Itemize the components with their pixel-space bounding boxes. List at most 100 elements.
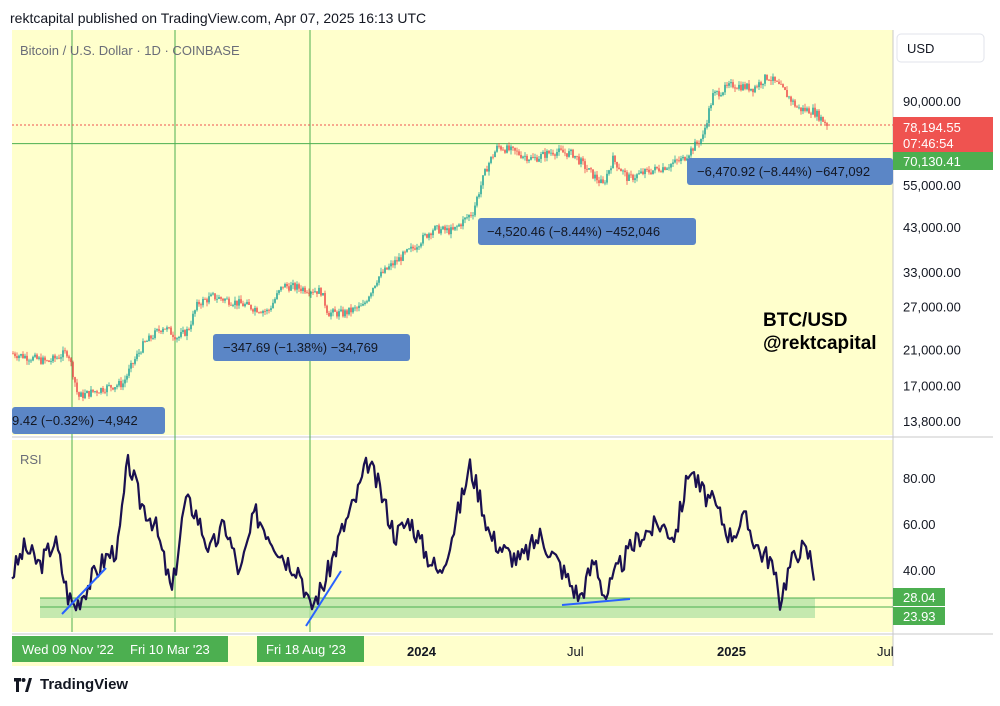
candle-body — [450, 227, 452, 235]
candle-body — [136, 353, 138, 360]
candle-body — [130, 363, 132, 369]
date-label-3-text: Fri 18 Aug '23 — [266, 642, 346, 657]
candle-body — [636, 174, 638, 179]
rsi-green-zone — [40, 598, 815, 618]
candle-body — [176, 338, 178, 340]
candle-body — [698, 143, 700, 145]
rsi-tick: 60.00 — [903, 517, 936, 532]
candle-body — [150, 335, 152, 339]
candle-body — [44, 357, 46, 361]
candle-body — [582, 158, 584, 162]
candle-body — [376, 282, 378, 286]
candle-body — [752, 88, 754, 93]
candle-body — [210, 294, 212, 297]
candle-body — [260, 312, 262, 314]
candle-body — [604, 182, 606, 184]
candle-body — [322, 293, 324, 296]
candle-body — [56, 357, 58, 359]
candle-body — [326, 305, 328, 313]
candle-body — [692, 148, 694, 151]
price-tick: 27,000.00 — [903, 299, 961, 314]
candle-body — [144, 341, 146, 343]
candles — [12, 73, 828, 402]
candle-body — [592, 169, 594, 179]
candle-body — [796, 106, 798, 108]
candle-body — [506, 145, 508, 153]
candle-body — [464, 217, 466, 220]
measurement-4[interactable]: −6,470.92 (−8.44%) −647,092 — [687, 158, 893, 185]
candle-body — [258, 312, 260, 314]
price-axis[interactable] — [893, 30, 993, 435]
candle-body — [444, 226, 446, 231]
candle-body — [374, 285, 376, 288]
candle-body — [466, 217, 468, 219]
candle-body — [686, 158, 688, 161]
candle-body — [180, 332, 182, 337]
candle-body — [498, 145, 500, 147]
candle-body — [334, 309, 336, 312]
candle-body — [482, 175, 484, 186]
level-label: 70,130.41 — [893, 152, 993, 170]
candle-body — [114, 387, 116, 390]
candle-body — [434, 226, 436, 231]
measurement-1[interactable]: 9.42 (−0.32%) −4,942 — [12, 407, 165, 434]
rsi-line — [11, 453, 816, 612]
candle-body — [22, 354, 24, 359]
candle-body — [550, 152, 552, 154]
candle-body — [58, 357, 60, 359]
measurement-2[interactable]: −347.69 (−1.38%) −34,769 — [213, 334, 410, 361]
candle-body — [630, 174, 632, 176]
candle-body — [768, 79, 770, 81]
candle-body — [274, 299, 276, 303]
measurement-3[interactable]: −4,520.46 (−8.44%) −452,046 — [478, 218, 696, 245]
date-label-2: Fri 10 Mar '23 — [120, 636, 228, 662]
candle-body — [224, 298, 226, 301]
candle-body — [542, 152, 544, 155]
candle-body — [366, 301, 368, 303]
candle-body — [616, 161, 618, 168]
candle-body — [632, 174, 634, 181]
price-pane[interactable] — [12, 30, 893, 435]
candle-body — [826, 123, 828, 126]
candle-body — [312, 291, 314, 293]
candle-body — [98, 392, 100, 394]
candle-body — [472, 215, 474, 217]
currency-button[interactable]: USD — [896, 33, 985, 63]
candle-body — [672, 162, 674, 164]
candle-body — [316, 291, 318, 294]
candle-body — [416, 247, 418, 250]
candle-body — [676, 159, 678, 161]
candle-body — [264, 311, 266, 312]
candle-body — [102, 388, 104, 392]
candle-body — [546, 150, 548, 158]
candle-body — [332, 309, 334, 313]
candle-body — [440, 229, 442, 234]
candle-body — [146, 341, 148, 342]
rsi-trendline-2 — [305, 570, 342, 627]
candle-body — [744, 84, 746, 89]
candle-body — [624, 170, 626, 173]
candle-body — [420, 243, 422, 247]
candle-body — [524, 155, 526, 157]
candle-body — [50, 361, 52, 362]
candle-body — [308, 292, 310, 294]
candle-body — [120, 380, 122, 388]
candle-body — [794, 100, 796, 107]
candle-body — [178, 336, 180, 339]
candle-body — [620, 169, 622, 172]
candle-body — [824, 121, 826, 124]
candle-body — [538, 158, 540, 162]
candle-body — [442, 226, 444, 230]
candle-body — [776, 80, 778, 82]
candle-body — [174, 337, 176, 340]
candle-body — [284, 284, 286, 288]
candle-body — [558, 148, 560, 153]
candle-body — [722, 92, 724, 96]
candle-body — [780, 83, 782, 85]
candle-body — [526, 155, 528, 162]
candle-body — [112, 387, 114, 390]
candle-body — [372, 287, 374, 294]
candle-body — [486, 169, 488, 172]
tradingview-footer[interactable]: TradingView — [12, 676, 128, 693]
